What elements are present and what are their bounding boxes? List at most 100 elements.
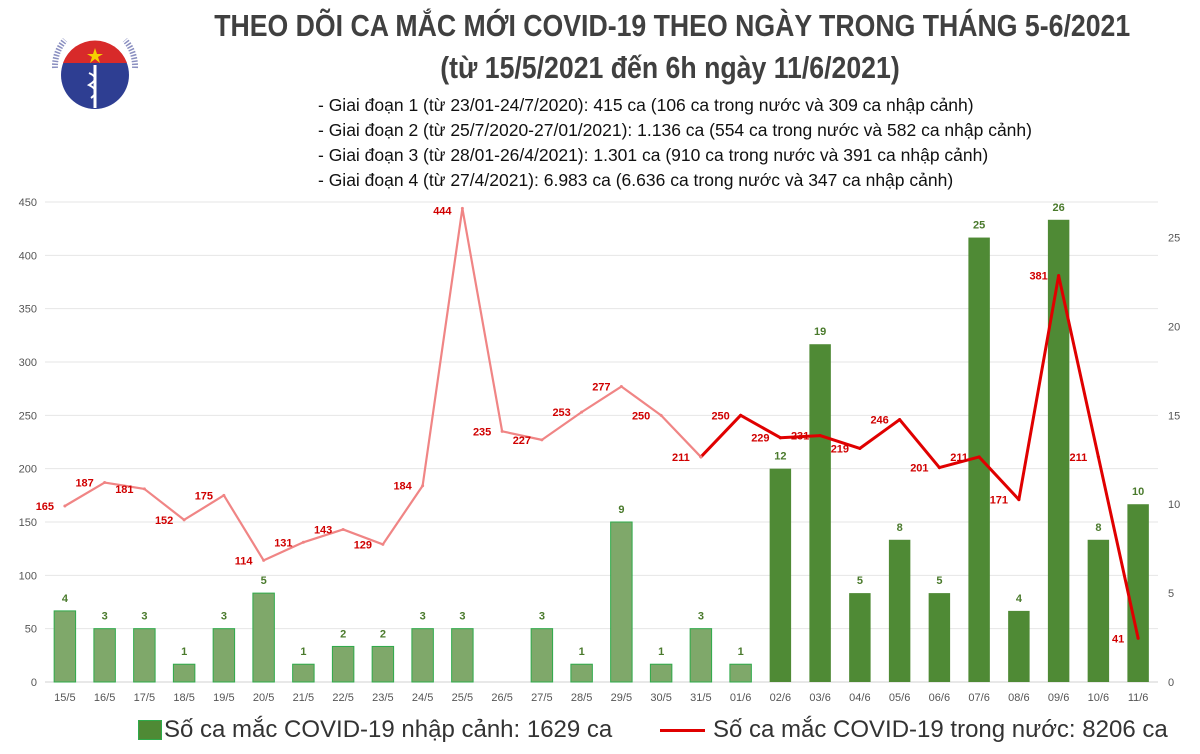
bar-imported [849, 593, 871, 682]
bar-imported [530, 628, 554, 683]
line-data-label: 152 [155, 515, 173, 527]
line-segment-domestic [381, 484, 424, 546]
x-axis-tick-label: 18/5 [173, 692, 194, 704]
line-segment-domestic [580, 385, 623, 414]
line-point-domestic [381, 542, 385, 546]
bar-imported [888, 539, 911, 682]
x-axis-tick-label: 05/6 [889, 692, 910, 704]
line-point-domestic [580, 410, 584, 414]
line-data-label: 211 [672, 452, 690, 464]
bar-data-label: 3 [539, 611, 545, 623]
line-segment-domestic [540, 411, 583, 441]
x-axis-tick-label: 06/6 [929, 692, 950, 704]
bar-imported [729, 663, 752, 683]
line-data-label: 171 [990, 495, 1008, 507]
bar-imported [292, 663, 315, 683]
bar-imported [371, 645, 395, 683]
line-point-domestic [1136, 636, 1140, 640]
legend-item-imported: Số ca mắc COVID-19 nhập cảnh: 1629 ca [138, 716, 612, 744]
x-axis-tick-label: 10/6 [1088, 692, 1109, 704]
bar-imported [133, 628, 156, 683]
bar-data-label: 4 [1016, 593, 1023, 605]
line-segment-domestic [620, 385, 663, 417]
x-axis-tick-label: 16/5 [94, 692, 115, 704]
line-data-label: 184 [393, 481, 412, 493]
line-segment-domestic [778, 434, 822, 440]
bar-imported [1087, 539, 1110, 682]
line-data-label: 41 [1112, 633, 1124, 645]
line-segment-domestic [660, 414, 702, 459]
bar-data-label: 8 [897, 522, 903, 534]
bar-data-label: 1 [658, 646, 664, 658]
line-point-domestic [63, 504, 67, 508]
x-axis-tick-label: 21/5 [293, 692, 314, 704]
bar-data-label: 3 [459, 611, 465, 623]
x-axis-tick-label: 03/6 [809, 692, 830, 704]
line-data-label: 211 [950, 452, 968, 464]
stage-2-summary: - Giai đoạn 2 (từ 25/7/2020-27/01/2021):… [318, 120, 1032, 140]
right-axis-tick-label: 15 [1168, 410, 1180, 422]
bar-imported [212, 628, 236, 683]
bar-imported [649, 663, 673, 683]
line-data-label: 187 [75, 478, 93, 490]
bar-data-label: 10 [1132, 486, 1144, 498]
bar-data-label: 8 [1095, 522, 1101, 534]
bar-data-label: 5 [857, 575, 863, 587]
bar-imported [252, 592, 275, 683]
line-segment-domestic [1096, 455, 1140, 640]
line-segment-domestic [421, 207, 464, 487]
line-segment-domestic [183, 494, 225, 521]
line-data-label: 229 [751, 433, 769, 445]
bar-data-label: 2 [340, 628, 346, 640]
line-data-label: 253 [552, 407, 570, 419]
line-point-domestic [739, 413, 743, 417]
bar-data-label: 3 [420, 611, 426, 623]
line-point-domestic [699, 455, 703, 459]
bar-data-label: 5 [261, 575, 267, 587]
legend-label-imported: Số ca mắc COVID-19 nhập cảnh: 1629 ca [164, 716, 613, 743]
line-data-label: 250 [711, 410, 729, 422]
x-axis-tick-label: 01/6 [730, 692, 751, 704]
bar-imported [809, 344, 831, 682]
left-axis-tick-label: 350 [19, 304, 37, 316]
line-point-domestic [778, 436, 782, 440]
bar-data-label: 1 [300, 646, 306, 658]
line-segment-domestic [222, 494, 265, 562]
bar-imported [968, 237, 990, 683]
bar-data-label: 3 [102, 611, 108, 623]
line-data-label: 211 [1070, 452, 1088, 464]
ministry-of-health-logo [45, 18, 145, 123]
left-axis-tick-label: 250 [19, 410, 37, 422]
bar-data-label: 1 [738, 646, 744, 658]
line-point-domestic [262, 558, 266, 562]
line-point-domestic [540, 438, 544, 442]
line-data-label: 201 [910, 463, 928, 475]
x-axis-tick-label: 27/5 [531, 692, 552, 704]
bar-imported [689, 628, 713, 683]
legend-swatch-line [660, 728, 705, 732]
x-axis-tick-label: 11/6 [1128, 692, 1149, 704]
line-point-domestic [222, 493, 226, 497]
bar-data-label: 2 [380, 628, 386, 640]
line-segment-domestic [262, 541, 305, 562]
line-point-domestic [182, 518, 186, 522]
right-axis-tick-label: 20 [1168, 321, 1180, 333]
line-segment-domestic [1057, 274, 1100, 459]
x-axis-tick-label: 28/5 [571, 692, 592, 704]
legend-label-domestic: Số ca mắc COVID-19 trong nước: 8206 ca [713, 716, 1168, 743]
left-axis-tick-label: 300 [19, 357, 37, 369]
line-data-label: 129 [354, 539, 372, 551]
line-data-label: 114 [235, 555, 254, 567]
line-segment-domestic [143, 487, 186, 521]
line-segment-domestic [858, 418, 902, 450]
line-segment-domestic [1017, 274, 1061, 502]
x-axis-tick-label: 08/6 [1008, 692, 1029, 704]
line-segment-domestic [103, 481, 146, 491]
line-segment-domestic [898, 418, 941, 470]
stage-4-summary: - Giai đoạn 4 (từ 27/4/2021): 6.983 ca (… [318, 170, 954, 190]
line-segment-domestic [342, 528, 384, 546]
bar-imported [1008, 610, 1030, 682]
line-point-domestic [142, 487, 146, 491]
